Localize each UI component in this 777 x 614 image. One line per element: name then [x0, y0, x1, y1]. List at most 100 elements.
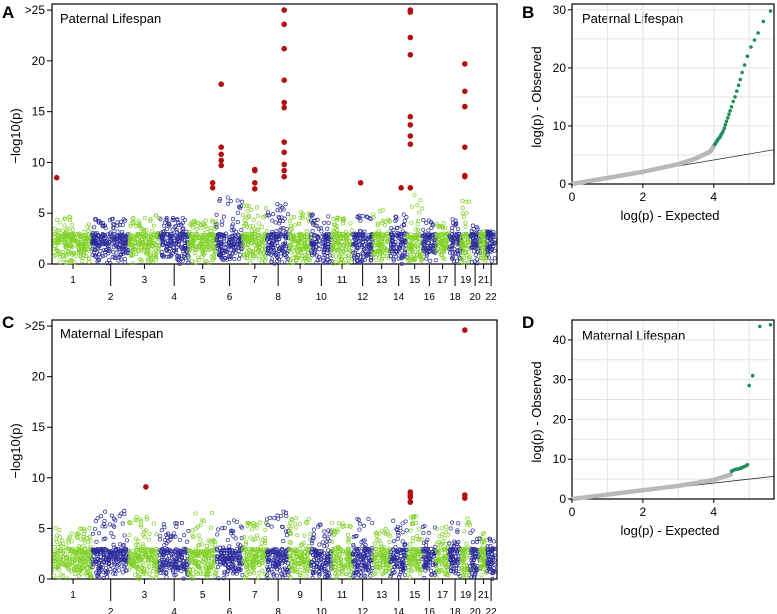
snp-point: [459, 259, 464, 264]
snp-point: [52, 567, 57, 572]
snp-point: [136, 248, 141, 253]
snp-point: [52, 246, 57, 252]
snp-point: [341, 249, 346, 254]
snp-point: [475, 246, 481, 251]
snp-point: [289, 243, 294, 248]
snp-point: [357, 553, 362, 559]
snp-point: [309, 241, 314, 246]
snp-point: [368, 573, 373, 578]
snp-point: [311, 532, 316, 537]
snp-point: [196, 533, 201, 538]
snp-point: [337, 571, 342, 576]
snp-point: [284, 226, 289, 231]
snp-point: [312, 218, 317, 223]
snp-point: [271, 231, 276, 237]
snp-point: [287, 524, 292, 529]
snp-point: [394, 226, 400, 231]
snp-point: [428, 233, 433, 238]
snp-point: [215, 557, 220, 562]
snp-point: [174, 560, 179, 565]
snp-point: [279, 547, 284, 552]
snp-point: [415, 203, 420, 208]
snp-point: [340, 521, 345, 526]
snp-point: [86, 248, 91, 253]
snp-point: [133, 234, 138, 239]
snp-point: [83, 562, 88, 567]
snp-point: [423, 238, 428, 243]
x-tick-label: 7: [252, 275, 258, 286]
snp-point: [270, 257, 275, 262]
snp-point: [339, 572, 344, 577]
snp-point: [396, 235, 401, 240]
snp-point: [450, 228, 455, 233]
snp-point: [431, 238, 436, 243]
significant-snp-point: [407, 185, 414, 191]
snp-point: [343, 246, 349, 251]
significant-snp-point: [281, 99, 288, 106]
snp-point: [362, 243, 367, 248]
snp-point: [167, 566, 172, 571]
snp-point: [164, 217, 169, 222]
snp-point: [463, 232, 468, 237]
snp-point: [67, 534, 72, 539]
qq-tail-point: [733, 95, 737, 99]
snp-point: [327, 573, 332, 579]
snp-point: [181, 546, 186, 551]
snp-point: [149, 255, 154, 260]
snp-point: [178, 550, 183, 555]
snp-point: [299, 250, 304, 255]
snp-point: [215, 232, 221, 237]
snp-point: [262, 258, 267, 263]
qq-plot-paternal: Paternal Lifespan log(p) - Expected log(…: [529, 3, 775, 223]
snp-point: [130, 216, 135, 221]
snp-point: [218, 240, 224, 245]
snp-point: [136, 576, 142, 581]
snp-point: [105, 575, 110, 580]
snp-point: [153, 560, 158, 565]
snp-point: [288, 575, 293, 580]
snp-point: [121, 570, 126, 575]
snp-point: [193, 220, 198, 225]
snp-point: [246, 213, 251, 219]
snp-point: [55, 533, 60, 538]
snp-point: [492, 241, 497, 246]
snp-point: [112, 255, 117, 261]
snp-point: [136, 218, 141, 223]
snp-point: [264, 229, 269, 234]
snp-point: [100, 548, 105, 553]
plot-frame: [51, 319, 498, 580]
snp-point: [274, 254, 280, 260]
snp-point: [164, 551, 169, 556]
snp-point: [99, 234, 104, 239]
snp-point: [186, 255, 191, 260]
snp-point: [238, 243, 243, 248]
snp-point: [221, 214, 226, 219]
snp-point: [282, 558, 287, 563]
snp-point: [130, 247, 135, 252]
significant-snp-point: [218, 151, 224, 158]
snp-point: [199, 254, 204, 259]
snp-point: [288, 223, 293, 228]
snp-point: [356, 233, 361, 238]
snp-point: [398, 245, 403, 250]
snp-point: [205, 561, 210, 566]
snp-point: [241, 204, 246, 209]
snp-point: [140, 245, 145, 250]
snp-point: [369, 546, 375, 551]
snp-point: [164, 243, 170, 248]
snp-point: [138, 547, 143, 552]
snp-point: [348, 248, 353, 253]
background-snp-points: [52, 193, 497, 266]
snp-point: [280, 575, 285, 580]
snp-point: [360, 568, 365, 573]
snp-point: [287, 231, 292, 237]
snp-point: [288, 547, 293, 552]
snp-point: [124, 247, 129, 252]
snp-point: [371, 215, 376, 220]
snp-point: [311, 570, 316, 575]
snp-point: [211, 567, 216, 572]
snp-point: [309, 549, 314, 554]
y-axis-label: −log10(p): [8, 423, 23, 478]
snp-point: [75, 534, 80, 539]
snp-point: [139, 259, 144, 264]
